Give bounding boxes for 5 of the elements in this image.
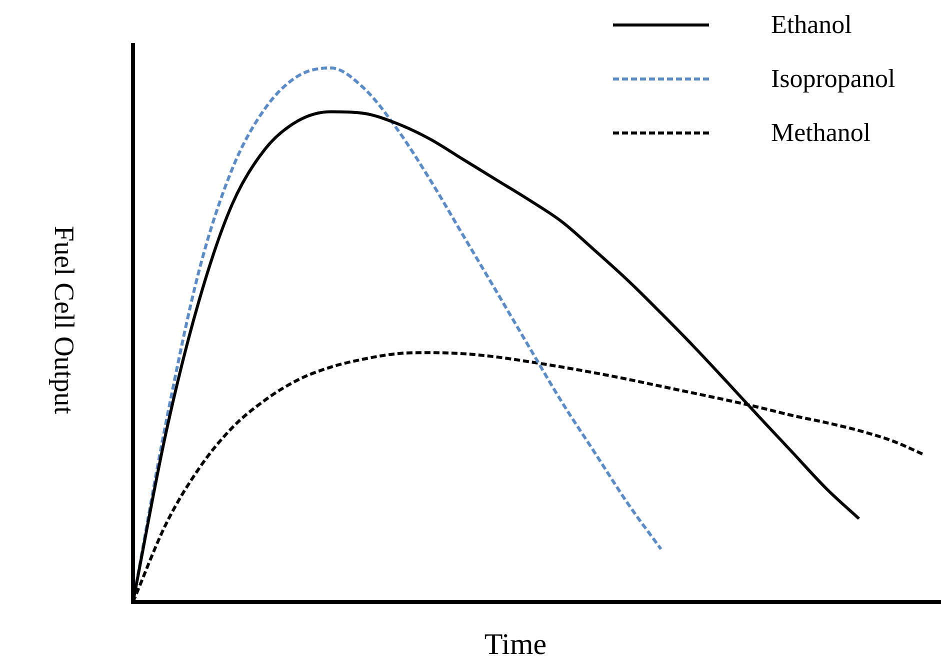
legend-label: Methanol xyxy=(771,118,872,148)
legend-label: Ethanol xyxy=(771,10,853,40)
y-axis-title: Fuel Cell Output xyxy=(47,225,80,415)
legend-label: Isopropanol xyxy=(771,64,896,94)
x-axis-title: Time xyxy=(484,628,547,661)
